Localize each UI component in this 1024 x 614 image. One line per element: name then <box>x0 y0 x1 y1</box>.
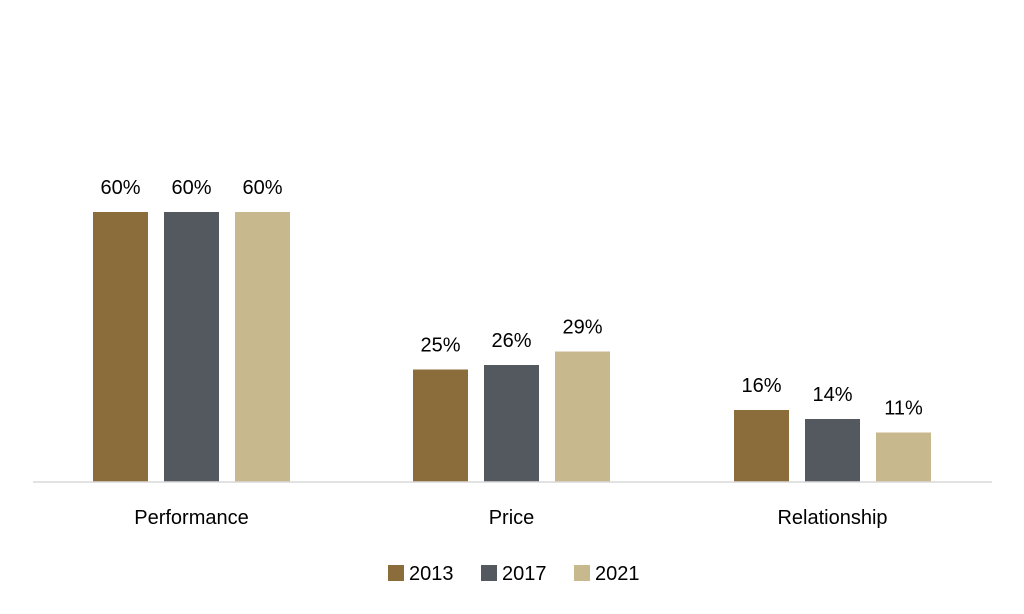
bar-relationship-2017 <box>805 419 860 482</box>
legend-swatch-2013 <box>388 565 404 581</box>
data-label: 16% <box>741 375 781 397</box>
legend-label: 2013 <box>409 563 454 585</box>
data-label: 60% <box>100 177 140 199</box>
legend-swatch-2021 <box>574 565 590 581</box>
legend: 2013 2017 2021 <box>388 563 640 585</box>
bar-relationship-2013 <box>734 410 789 482</box>
bar-price-2013 <box>413 369 468 482</box>
data-label: 25% <box>420 335 460 357</box>
x-tick-label: Price <box>489 507 535 529</box>
bar-relationship-2021 <box>876 432 931 482</box>
x-tick-label: Relationship <box>777 507 887 529</box>
data-label: 60% <box>242 177 282 199</box>
bar-performance-2013 <box>93 212 148 482</box>
legend-swatch-2017 <box>481 565 497 581</box>
data-label: 11% <box>884 398 923 420</box>
data-label: 29% <box>562 317 602 339</box>
bar-price-2017 <box>484 365 539 482</box>
data-label: 26% <box>491 330 531 352</box>
bar-price-2021 <box>555 351 610 482</box>
data-label: 14% <box>812 384 852 406</box>
bar-performance-2021 <box>235 212 290 482</box>
legend-label: 2017 <box>502 563 547 585</box>
plot-area <box>93 212 931 482</box>
data-label: 60% <box>171 177 211 199</box>
bar-performance-2017 <box>164 212 219 482</box>
x-tick-label: Performance <box>134 507 249 529</box>
legend-label: 2021 <box>595 563 640 585</box>
data-labels: 60% 60% 60% 25% 26% 29% 16% 14% 11% <box>100 177 923 420</box>
x-axis-tick-labels: Performance Price Relationship <box>134 507 887 529</box>
